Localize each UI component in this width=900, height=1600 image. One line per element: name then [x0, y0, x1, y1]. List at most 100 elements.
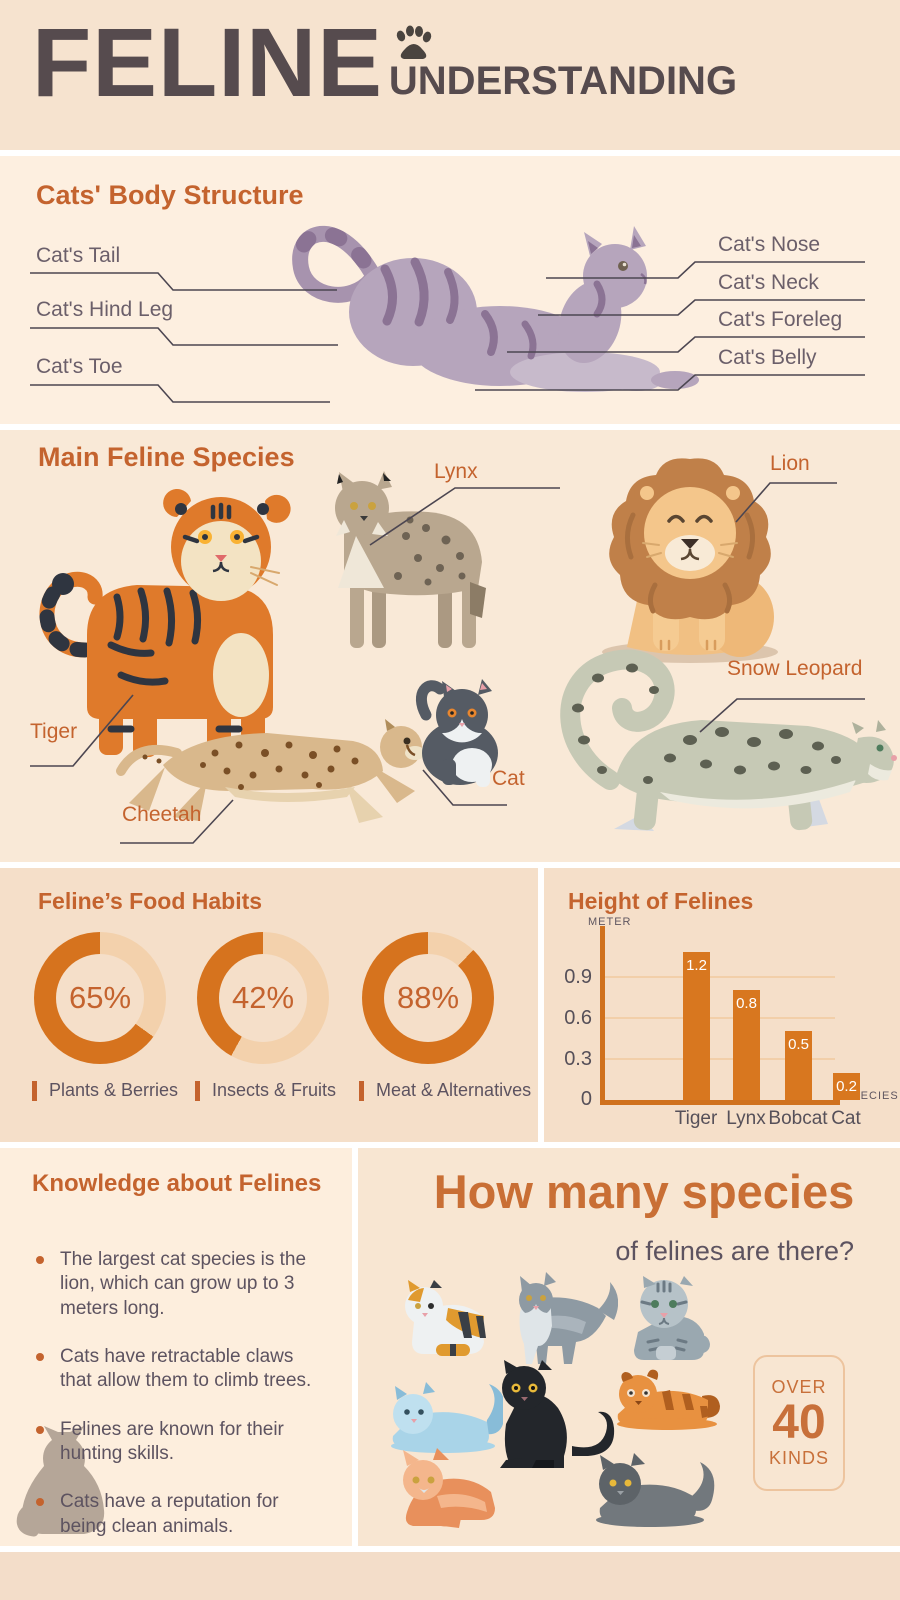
bullet-dot — [36, 1425, 44, 1434]
food-habits-title: Feline’s Food Habits — [38, 888, 263, 914]
section-divider — [0, 862, 900, 868]
label-cat: Cat — [492, 767, 525, 790]
label-snow-leopard: Snow Leopard — [727, 657, 863, 680]
brand: FELINE UNDERSTANDING — [32, 14, 737, 111]
bullet-item: The largest cat species is the lion, whi… — [32, 1248, 324, 1321]
knowledge-panel: Knowledge about Felines The largest cat … — [0, 1148, 352, 1546]
gridline — [605, 1058, 835, 1060]
species-count-subheading: of felines are there? — [615, 1236, 854, 1266]
bullet-item: Cats have a reputation for being clean a… — [32, 1490, 324, 1539]
body-structure-section: Cats' Body Structure — [0, 156, 900, 424]
gridline — [605, 976, 835, 978]
bullet-item: Cats have retractable claws that allow t… — [32, 1345, 324, 1394]
donut-percent: 42% — [231, 980, 295, 1015]
bar-value: 0.5 — [788, 1036, 809, 1053]
label-cats-neck: Cat's Neck — [718, 271, 819, 294]
y-tick: 0.3 — [564, 1048, 592, 1070]
legend-item: Meat & Alternatives — [359, 1080, 531, 1101]
bar-bobcat: 0.5 — [785, 1031, 812, 1100]
species-title: Main Feline Species — [38, 442, 295, 472]
bar-cat: 0.2 — [833, 1073, 860, 1100]
height-chart-title: Height of Felines — [568, 888, 754, 914]
x-tick-lynx: Lynx — [726, 1108, 766, 1129]
bottom-row: Knowledge about Felines The largest cat … — [0, 1148, 900, 1546]
x-tick-bobcat: Bobcat — [768, 1108, 828, 1129]
donut-percent: 88% — [396, 980, 460, 1015]
food-habits-legend: Plants & Berries Insects & Fruits Meat &… — [32, 1080, 531, 1101]
bar-value: 0.8 — [736, 995, 757, 1012]
snow-leopard-illustration — [560, 649, 897, 831]
gridline — [605, 1017, 835, 1019]
section-divider — [0, 150, 900, 156]
food-habits-panel: Feline’s Food Habits 65% 42% 88% Pl — [0, 868, 538, 1142]
x-axis — [600, 1100, 840, 1105]
label-lynx: Lynx — [434, 460, 478, 483]
calico-cat-illustration — [405, 1280, 486, 1356]
gray-lying-cat-illustration — [596, 1453, 715, 1527]
black-cat-illustration — [500, 1360, 615, 1468]
y-tick: 0.9 — [564, 966, 592, 988]
lynx-illustration — [335, 471, 486, 648]
knowledge-bullets: The largest cat species is the lion, whi… — [32, 1248, 324, 1563]
x-tick-tiger: Tiger — [674, 1108, 718, 1129]
donut-plants-berries: 65% — [34, 932, 166, 1064]
label-cheetah: Cheetah — [122, 803, 202, 826]
over-40-kinds-badge: OVER 40 KINDS — [753, 1355, 845, 1491]
legend-item: Insects & Fruits — [195, 1080, 359, 1101]
badge-over: OVER — [771, 1376, 827, 1397]
badge-kinds: KINDS — [768, 1448, 829, 1469]
bar-chart: 0.9 0.6 0.3 0 1.2 0.8 0.5 0.2 Tiger Lynx — [564, 926, 861, 1129]
cat-illustration — [415, 679, 498, 787]
height-chart-panel: Height of Felines METER SPECIES 0.9 0.6 … — [544, 868, 900, 1142]
bullet-dot — [36, 1352, 44, 1361]
body-structure-title: Cats' Body Structure — [36, 180, 304, 210]
y-axis-unit: METER — [588, 916, 632, 928]
donut-insects-fruits: 42% — [197, 932, 329, 1064]
label-cats-toe: Cat's Toe — [36, 355, 123, 378]
species-section: Main Feline Species — [0, 430, 900, 862]
label-cats-hind-leg: Cat's Hind Leg — [36, 298, 174, 321]
legend-tick — [359, 1080, 364, 1101]
legend-item: Plants & Berries — [32, 1080, 195, 1101]
bar-value: 1.2 — [686, 957, 707, 974]
maine-coon-illustration — [519, 1272, 618, 1364]
label-cats-belly: Cat's Belly — [718, 346, 817, 369]
charts-row: Feline’s Food Habits 65% 42% 88% Pl — [0, 868, 900, 1142]
bar-lynx: 0.8 — [733, 990, 760, 1100]
gray-tabby-illustration — [634, 1276, 710, 1360]
footer-band — [0, 1552, 900, 1600]
paw-icon — [396, 25, 432, 59]
bar-value: 0.2 — [836, 1078, 857, 1095]
knowledge-title: Knowledge about Felines — [32, 1170, 322, 1197]
x-tick-cat: Cat — [831, 1108, 861, 1129]
section-divider — [0, 424, 900, 430]
label-cats-nose: Cat's Nose — [718, 233, 821, 256]
legend-tick — [195, 1080, 200, 1101]
label-tiger: Tiger — [30, 720, 78, 743]
badge-count: 40 — [772, 1395, 826, 1449]
lion-illustration — [602, 458, 778, 663]
y-tick: 0.6 — [564, 1007, 592, 1029]
label-cats-foreleg: Cat's Foreleg — [718, 308, 843, 331]
y-tick: 0 — [580, 1088, 592, 1110]
header: FELINE UNDERSTANDING — [0, 0, 900, 150]
page-subtitle: UNDERSTANDING — [388, 59, 738, 103]
section-divider — [0, 1546, 900, 1552]
cheetah-illustration — [116, 719, 425, 823]
bar-tiger: 1.2 — [683, 952, 710, 1100]
bullet-dot — [36, 1256, 44, 1264]
species-count-heading: How many species — [433, 1165, 855, 1218]
page-title: FELINE — [32, 8, 383, 117]
donut-percent: 65% — [68, 980, 132, 1015]
section-divider — [0, 1142, 900, 1148]
blue-cat-illustration — [391, 1382, 503, 1453]
legend-tick — [32, 1080, 37, 1101]
cat-silhouette — [16, 1426, 105, 1537]
bullet-dot — [36, 1498, 44, 1507]
cat-body-illustration — [292, 225, 699, 392]
label-lion: Lion — [770, 452, 810, 475]
donut-meat-alternatives: 88% — [362, 932, 494, 1064]
sphynx-cat-illustration — [403, 1448, 495, 1528]
orange-fold-illustration — [617, 1369, 720, 1430]
